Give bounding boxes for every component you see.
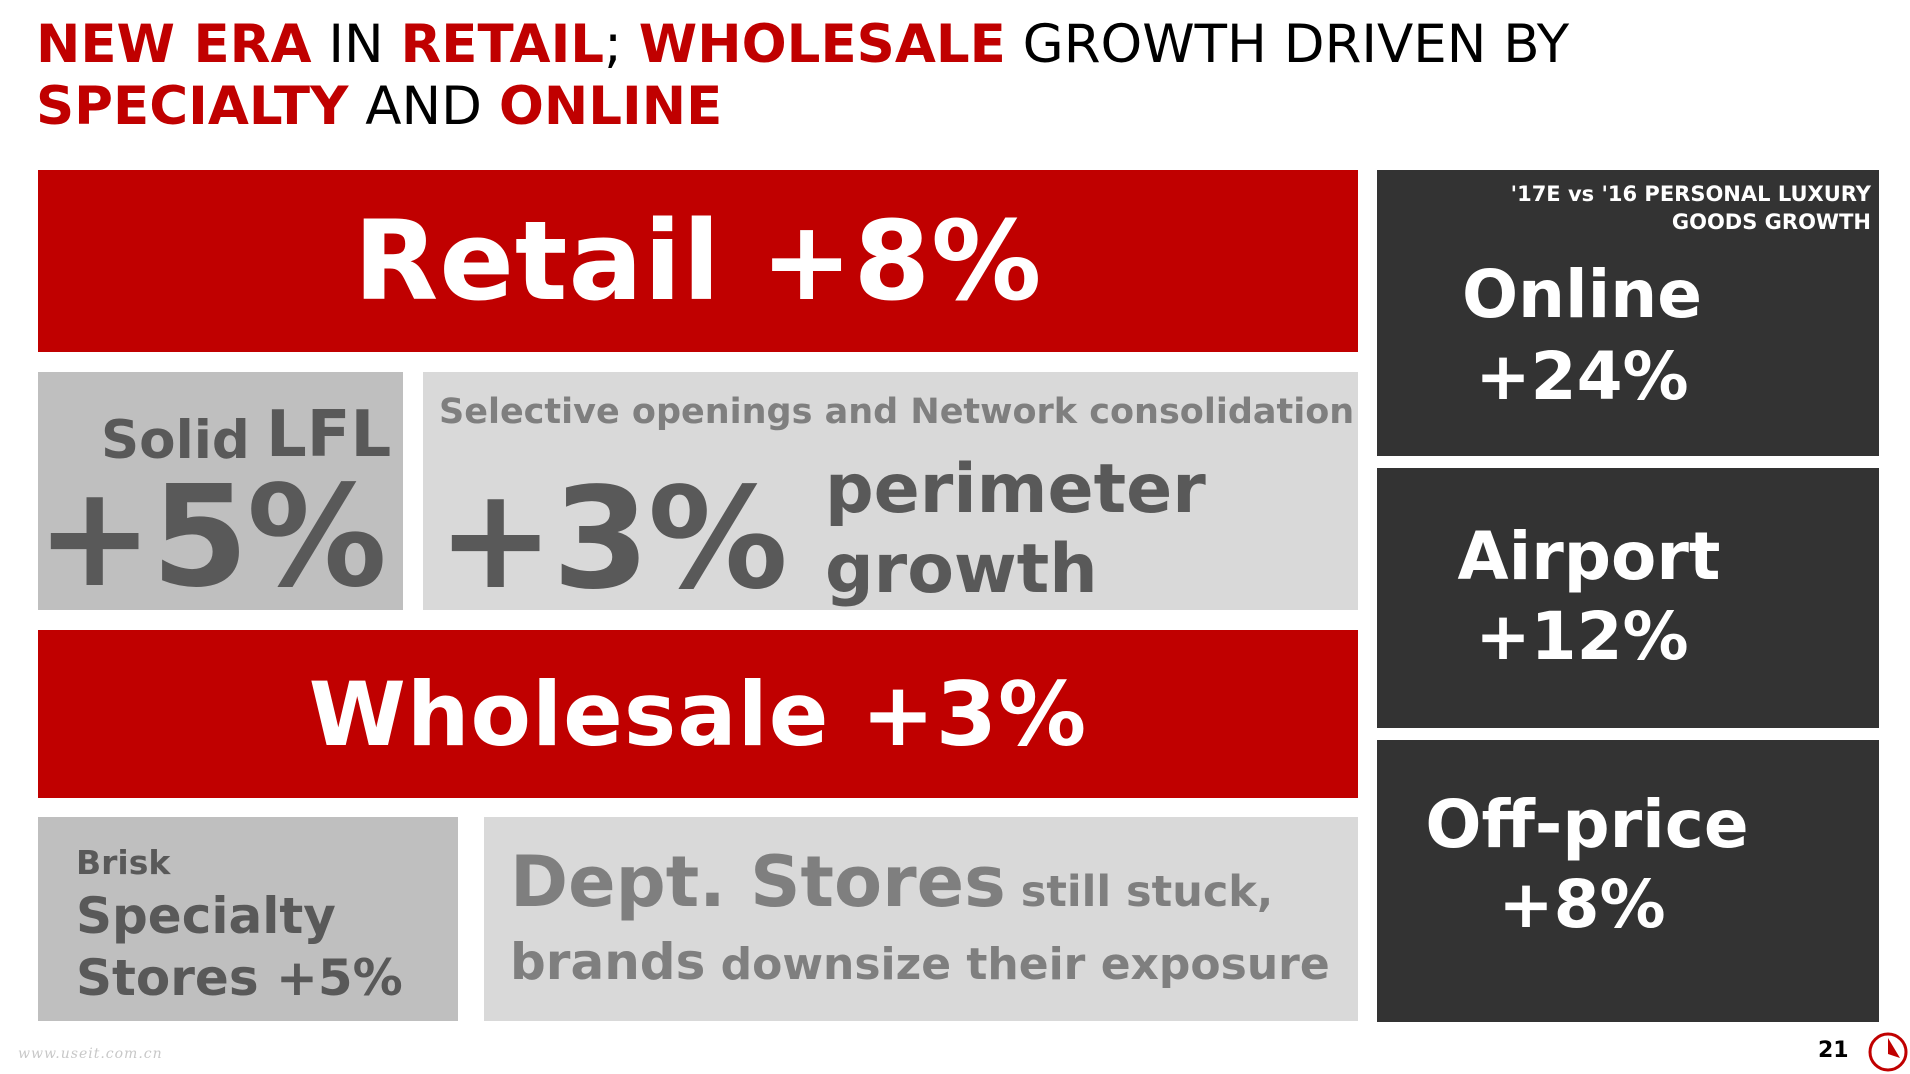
title-part: AND (348, 76, 499, 137)
retail-banner: Retail +8% (38, 170, 1358, 352)
brand-logo-icon (1868, 1032, 1908, 1072)
dept-line-2: brands downsize their exposure (510, 933, 1330, 991)
title-part: GROWTH DRIVEN BY (1005, 14, 1570, 75)
title-part: RETAIL (400, 14, 605, 75)
specialty-main-text: Specialty Stores +5% (76, 885, 403, 1009)
openings-panel: Selective openings and Network consolida… (423, 372, 1358, 621)
dept-line-1: Dept. Stores still stuck, (510, 841, 1273, 923)
openings-subtitle: Selective openings and Network consolida… (439, 392, 1355, 432)
openings-desc-line: growth (825, 530, 1098, 609)
specialty-line: Specialty (76, 887, 336, 945)
title-part: ; (604, 14, 639, 75)
lfl-solid-text: Solid (101, 410, 250, 471)
growth-header-line: GOODS GROWTH (1671, 210, 1871, 234)
online-value: +24% (1475, 338, 1689, 415)
dept-brands-text: brands (510, 933, 706, 991)
title-part: NEW ERA (36, 14, 312, 75)
offprice-name: Off-price (1425, 786, 1749, 863)
title-part: ONLINE (498, 76, 723, 137)
dept-still-text: still stuck, (1005, 867, 1274, 917)
growth-header-line: '17E vs '16 PERSONAL LUXURY (1510, 182, 1871, 206)
openings-description: perimeter growth (825, 450, 1206, 610)
page-title: NEW ERA IN RETAIL; WHOLESALE GROWTH DRIV… (36, 14, 1736, 138)
dept-stores-panel: Dept. Stores still stuck, brands downsiz… (484, 817, 1358, 1021)
online-name: Online (1461, 256, 1703, 333)
airport-panel: Airport +12% (1377, 468, 1879, 728)
watermark: www.useit.com.cn (18, 1046, 163, 1062)
dept-rest-text: downsize their exposure (705, 939, 1330, 990)
airport-name: Airport (1457, 518, 1721, 595)
dept-heading: Dept. Stores (510, 841, 1006, 923)
title-part: IN (311, 14, 401, 75)
title-part: SPECIALTY (36, 76, 349, 137)
lfl-panel: Solid LFL +5% (36, 372, 403, 619)
retail-label: Retail +8% (353, 197, 1043, 325)
airport-value: +12% (1475, 598, 1689, 675)
offprice-panel: Off-price +8% (1377, 740, 1879, 1022)
wholesale-label: Wholesale +3% (308, 662, 1088, 766)
wholesale-banner: Wholesale +3% (38, 630, 1358, 798)
specialty-panel: Brisk Specialty Stores +5% (38, 817, 458, 1021)
openings-desc-line: perimeter (825, 450, 1206, 529)
growth-header: '17E vs '16 PERSONAL LUXURY GOODS GROWTH (1511, 180, 1871, 236)
lfl-label: LFL (266, 398, 392, 472)
lfl-value: +5% (36, 456, 387, 619)
offprice-value: +8% (1498, 866, 1666, 943)
online-panel: '17E vs '16 PERSONAL LUXURY GOODS GROWTH… (1377, 170, 1879, 456)
title-part: WHOLESALE (638, 14, 1006, 75)
specialty-brisk-text: Brisk (76, 843, 171, 882)
openings-value: +3% (437, 458, 788, 621)
page-number: 21 (1818, 1038, 1849, 1063)
specialty-line: Stores +5% (76, 949, 403, 1007)
